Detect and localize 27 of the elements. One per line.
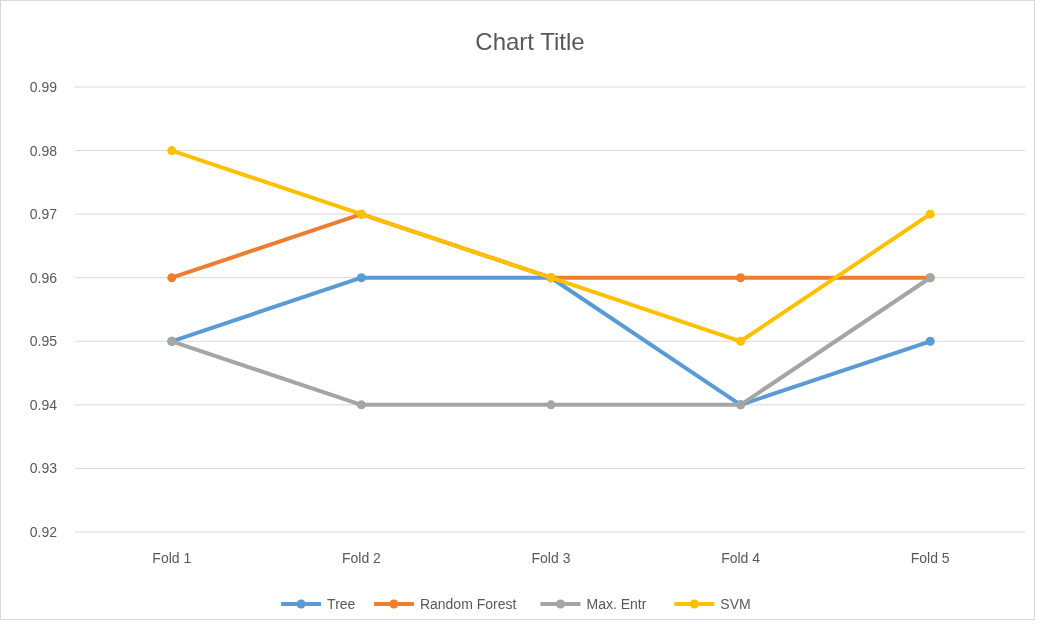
point — [546, 400, 556, 410]
point — [925, 336, 935, 346]
legend-label: SVM — [720, 596, 751, 612]
y-tick-label: 0.95 — [29, 333, 58, 350]
point — [736, 336, 746, 346]
point — [356, 400, 366, 410]
legend-label: Tree — [327, 596, 356, 612]
x-tick-label: Fold 5 — [910, 550, 950, 566]
y-tick-label: 0.96 — [29, 269, 58, 286]
x-tick-label: Fold 2 — [341, 550, 382, 566]
legend-label: Random Forest — [419, 596, 517, 612]
point — [925, 209, 935, 219]
y-tick-label: 0.92 — [29, 524, 58, 540]
point — [167, 146, 177, 156]
point — [356, 273, 366, 283]
y-tick-label: 0.98 — [29, 142, 58, 159]
x-tick-label: Fold 1 — [152, 550, 192, 566]
y-tick-label: 0.99 — [29, 79, 58, 95]
y-tick-label: 0.94 — [29, 396, 58, 413]
legend-label: Max. Entr — [586, 596, 647, 612]
x-tick-label: Fold 4 — [721, 550, 761, 566]
chart-title: Chart Title — [475, 28, 585, 55]
x-tick-label: Fold 3 — [531, 550, 571, 566]
point — [167, 273, 177, 283]
y-tick-label: 0.93 — [29, 460, 58, 477]
y-tick-label: 0.97 — [29, 206, 58, 223]
point — [736, 273, 746, 283]
